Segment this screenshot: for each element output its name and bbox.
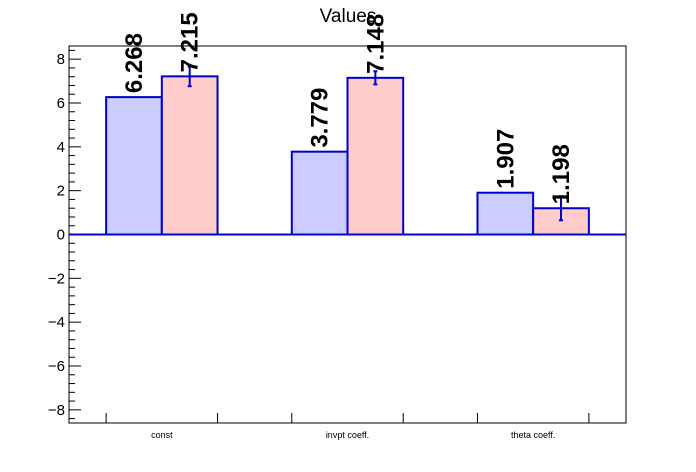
y-tick-label: 6 [57, 95, 65, 112]
y-tick-label: −8 [48, 402, 65, 419]
data-label: 6.268 [121, 33, 148, 93]
y-tick-label: 4 [57, 139, 65, 156]
x-tick-label: theta coeff. [511, 430, 555, 440]
bar [160, 75, 219, 236]
data-label: 1.907 [492, 129, 519, 189]
y-tick-label: 8 [57, 51, 65, 68]
x-axis: const invpt coeff. theta coeff. [105, 413, 590, 440]
y-tick-label: −4 [48, 314, 65, 331]
bar [105, 96, 163, 236]
data-label: 1.198 [548, 144, 575, 204]
chart-title: Values [320, 6, 377, 27]
data-label: 7.215 [177, 12, 204, 72]
bar [476, 191, 535, 236]
bar [290, 150, 349, 236]
bar [346, 76, 405, 236]
x-tick-label: invpt coeff. [326, 430, 369, 440]
data-labels: 6.268 7.215 3.779 7.148 1.907 1.198 [121, 12, 575, 204]
bars [69, 65, 626, 236]
y-tick-label: −6 [48, 358, 65, 375]
y-axis: −8 −6 −4 −2 0 2 4 6 8 [48, 49, 81, 420]
x-tick-label: const [151, 430, 173, 440]
data-label: 3.779 [307, 88, 334, 148]
y-tick-label: 0 [57, 227, 65, 244]
y-tick-label: 2 [57, 183, 65, 200]
data-label: 7.148 [362, 14, 389, 74]
y-tick-label: −2 [48, 270, 65, 287]
